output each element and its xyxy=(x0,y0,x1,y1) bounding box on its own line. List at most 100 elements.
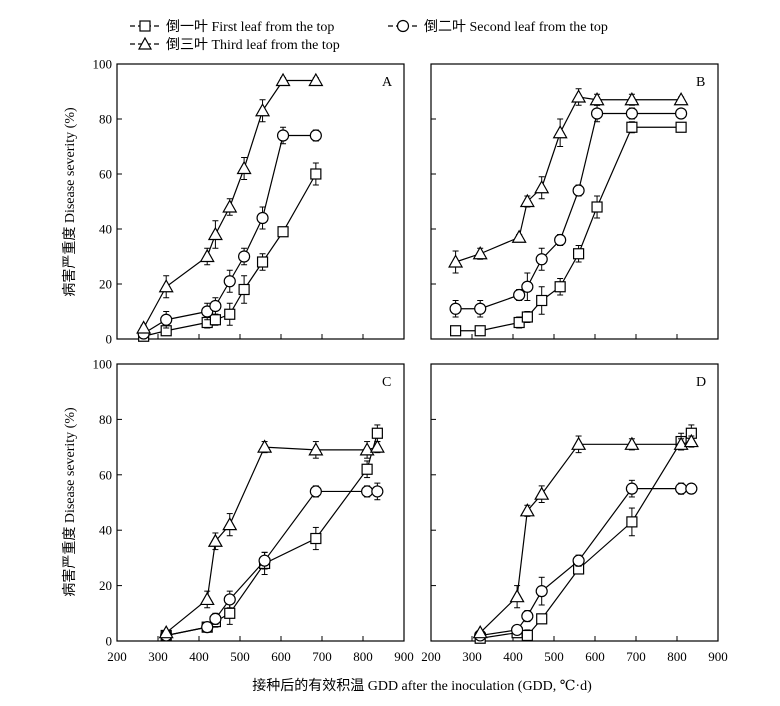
x-tick-label: 500 xyxy=(544,649,564,664)
data-point xyxy=(275,72,291,87)
data-point xyxy=(256,256,269,268)
data-point xyxy=(554,233,567,247)
data-point xyxy=(571,436,587,450)
x-tick-label: 700 xyxy=(312,649,332,664)
series-circle xyxy=(160,482,384,642)
data-point xyxy=(675,121,687,133)
data-point xyxy=(474,325,486,337)
data-point xyxy=(535,585,548,598)
data-point xyxy=(209,612,222,625)
data-point xyxy=(209,299,222,313)
data-point xyxy=(685,482,698,495)
data-point xyxy=(534,486,550,500)
y-axis-title-top: 病害严重度 Disease severity (%) xyxy=(62,107,78,297)
data-point xyxy=(258,554,271,567)
data-point xyxy=(136,320,152,334)
data-point xyxy=(472,246,488,260)
y-tick-label: 40 xyxy=(99,523,112,538)
data-point xyxy=(626,516,638,528)
data-point xyxy=(591,201,603,213)
panel-c: 0 20 40 60 80 100 200 300 400 500 600 700 800 900 C xyxy=(93,357,414,665)
y-tick-label: 60 xyxy=(99,167,112,182)
panel-a-frame xyxy=(116,63,405,340)
data-point xyxy=(519,193,535,208)
data-point xyxy=(277,226,289,238)
x-tick-label: 800 xyxy=(667,649,687,664)
series-line xyxy=(455,126,682,332)
y-tick-label: 80 xyxy=(99,412,112,427)
data-point xyxy=(554,281,566,293)
series-line xyxy=(480,432,692,639)
data-point xyxy=(624,436,640,450)
x-tick-label: 200 xyxy=(421,649,441,664)
x-tick-label: 600 xyxy=(585,649,605,664)
data-point xyxy=(513,288,526,302)
series-line xyxy=(479,440,692,634)
y-tick-label: 80 xyxy=(99,112,112,127)
data-point xyxy=(222,199,238,213)
data-point xyxy=(674,107,688,120)
data-point xyxy=(536,294,548,307)
series-line xyxy=(455,112,682,310)
x-tick-label: 400 xyxy=(503,649,523,664)
data-point xyxy=(521,311,533,323)
legend: 倒一叶 First leaf from the top 倒二叶 Second l… xyxy=(130,19,608,53)
data-point xyxy=(238,283,250,296)
x-tick-label: 800 xyxy=(353,649,373,664)
data-point xyxy=(535,253,548,266)
data-point xyxy=(624,92,640,106)
x-tick-label: 900 xyxy=(394,649,414,664)
panel-d: 200 300 400 500 600 700 800 900 D xyxy=(421,363,728,664)
y-axis-title-bottom: 病害严重度 Disease severity (%) xyxy=(62,407,78,597)
panel-b-frame xyxy=(430,63,719,340)
data-point xyxy=(361,463,373,475)
data-point xyxy=(625,107,639,120)
x-tick-label: 700 xyxy=(626,649,646,664)
data-point xyxy=(223,275,236,288)
data-point xyxy=(450,325,462,337)
x-tick-label: 300 xyxy=(148,649,168,664)
data-point xyxy=(224,308,236,320)
data-point xyxy=(509,588,525,603)
series-circle xyxy=(137,126,322,340)
data-point xyxy=(521,280,534,293)
data-point xyxy=(199,248,215,263)
y-tick-label: 0 xyxy=(106,634,113,649)
data-point xyxy=(207,226,223,241)
data-point xyxy=(309,485,322,498)
panel-letter: A xyxy=(382,75,393,90)
series-triangle xyxy=(158,439,385,639)
data-point xyxy=(534,180,550,194)
legend-label-third: 倒三叶 Third leaf from the top xyxy=(166,37,340,53)
data-point xyxy=(371,427,383,439)
data-point xyxy=(536,613,548,625)
data-point xyxy=(521,609,534,623)
legend-item-third: 倒三叶 Third leaf from the top xyxy=(130,36,340,53)
data-point xyxy=(255,103,271,117)
data-point xyxy=(224,607,236,619)
series-line xyxy=(166,433,378,637)
data-point xyxy=(571,89,587,103)
data-point xyxy=(511,229,527,243)
legend-item-second: 倒二叶 Second leaf from the top xyxy=(388,19,608,35)
series-circle xyxy=(449,104,688,318)
series-square xyxy=(160,424,383,642)
series-circle xyxy=(474,479,698,642)
series-square xyxy=(450,121,687,337)
data-point xyxy=(361,485,374,498)
data-point xyxy=(201,305,214,318)
data-point xyxy=(257,439,273,453)
series-triangle xyxy=(472,433,699,639)
data-point xyxy=(625,482,639,495)
data-point xyxy=(472,624,488,639)
panel-a: 0 20 40 60 80 100 A xyxy=(93,57,405,347)
data-point xyxy=(521,629,533,642)
panel-letter: C xyxy=(382,375,391,390)
panel-b: B xyxy=(430,63,719,340)
data-point xyxy=(626,121,638,133)
data-point xyxy=(590,107,604,120)
data-point xyxy=(308,442,324,456)
data-point xyxy=(222,516,238,531)
series-line xyxy=(455,96,682,263)
data-point xyxy=(510,623,524,637)
